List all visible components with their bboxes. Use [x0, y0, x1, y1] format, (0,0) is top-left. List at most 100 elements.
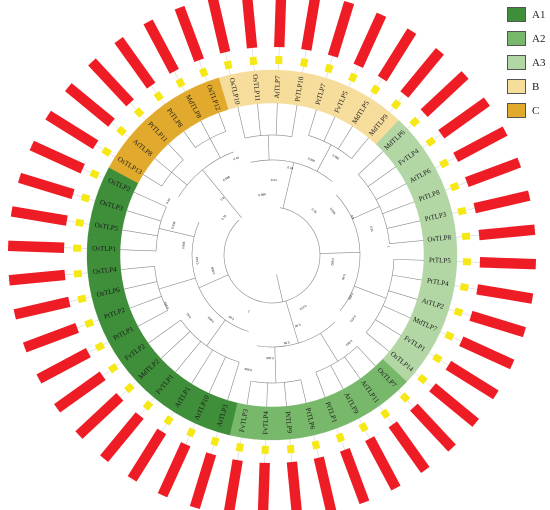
gene-structure-bar: [13, 296, 71, 320]
tree-branch: [191, 349, 213, 385]
motif-box: [94, 341, 106, 352]
motif-box: [101, 146, 112, 157]
gene-structure-bar: [223, 459, 243, 510]
bootstrap-value: 0.93: [228, 315, 235, 322]
bootstrap-value: 1: [247, 309, 250, 313]
tree-branch: [275, 103, 278, 136]
bootstrap-value: 0.46: [294, 323, 301, 329]
legend-item-a1: A1: [507, 3, 550, 27]
leaf-label: FvTLP3: [238, 408, 250, 433]
motif-box: [153, 90, 164, 102]
tree-branch: [209, 138, 221, 159]
legend-swatch-c: [507, 103, 526, 119]
bootstrap-value: 0.994: [307, 157, 316, 164]
tree-branch: [175, 341, 201, 373]
gene-structure-bar: [207, 0, 231, 54]
motif-box: [116, 125, 127, 137]
tree-branch: [237, 106, 246, 139]
tree-branch: [123, 281, 158, 290]
legend-swatch-a1: [507, 7, 526, 23]
tree-branch: [129, 296, 162, 309]
bootstrap-value: 0.9: [350, 214, 356, 220]
tree-branch: [200, 120, 211, 139]
motif-box: [459, 283, 469, 292]
tree-branch: [392, 274, 422, 281]
motif-box: [80, 193, 91, 203]
gene-structure-bar: [274, 0, 287, 48]
tree-branch: [354, 285, 387, 299]
motif-box: [417, 373, 428, 385]
tree-branch: [171, 172, 188, 186]
tree-branch: [246, 381, 252, 405]
bootstrap-value: 0.44: [233, 155, 240, 161]
bootstrap-value: 0.808: [210, 266, 216, 275]
gene-structure-bar: [353, 12, 387, 68]
leaf-label: FvTLP4: [261, 411, 270, 435]
tree-branch: [158, 277, 196, 290]
legend-swatch-a3: [507, 55, 526, 71]
gene-structure-bar: [100, 412, 144, 463]
tree-branch: [315, 371, 326, 398]
tree-branch: [159, 228, 195, 237]
bootstrap-value: 0.996: [258, 192, 266, 197]
gene-structure-bar: [114, 37, 156, 89]
gene-structure-bar: [241, 0, 258, 49]
gene-structure-bar: [459, 336, 515, 370]
gene-structure-bar: [45, 110, 99, 150]
gene-structure-bar: [478, 224, 536, 241]
tree-branch: [206, 319, 226, 347]
motif-box: [73, 269, 83, 278]
bootstrap-value: 0.982: [330, 258, 335, 266]
gene-structure-bar: [10, 206, 68, 226]
gene-structure-bar: [8, 269, 66, 286]
motif-box: [77, 294, 87, 304]
motif-box: [324, 63, 334, 74]
tree-branch: [154, 158, 172, 173]
tree-branch: [250, 379, 301, 384]
gene-structure-bar: [410, 403, 456, 452]
motif-box: [380, 408, 391, 420]
motif-box: [199, 67, 209, 78]
legend-swatch-b: [507, 79, 526, 95]
leaf-label: OsTLP8: [427, 233, 452, 243]
tree-branch: [337, 125, 353, 150]
motif-box: [84, 318, 95, 328]
gene-structure-bar: [286, 461, 303, 510]
tree-branch: [285, 300, 299, 344]
tree-branch: [386, 220, 421, 229]
gene-structure-bar: [476, 284, 534, 304]
motif-box: [438, 158, 450, 169]
motif-box: [124, 382, 135, 394]
leaf-label: OsTLP11: [251, 74, 262, 102]
tree-branch: [208, 356, 226, 394]
bootstrap-value: 0.76: [221, 214, 228, 221]
bootstrap-value: 0.31: [369, 226, 374, 233]
gene-structure-bar: [400, 47, 444, 98]
motif-box: [390, 99, 402, 110]
gene-structure-bar: [75, 393, 124, 439]
motif-box: [449, 182, 460, 192]
leaf-label: PtTLP4: [426, 277, 449, 289]
gene-structure-bar: [127, 428, 167, 482]
tree-branch: [300, 379, 307, 404]
leaf-label: OsTLP4: [93, 266, 118, 276]
legend-item-a3: A3: [507, 51, 550, 75]
bootstrap-value: 0.58: [283, 340, 290, 345]
tree-branch: [358, 151, 384, 175]
legend-label-c: C: [532, 104, 540, 117]
motif-box: [370, 84, 381, 95]
motif-box: [409, 116, 420, 128]
tree-branch: [142, 174, 162, 187]
motif-box: [210, 436, 220, 447]
tree-branch: [227, 362, 240, 401]
gene-structure-bar: [174, 5, 205, 62]
tree-branch: [388, 290, 418, 300]
tree-branch: [126, 210, 162, 222]
tree-branch: [202, 169, 242, 219]
motif-box: [249, 56, 258, 66]
bootstrap-value: 0.936: [329, 207, 337, 216]
motif-box: [72, 244, 82, 252]
gene-structure-bar: [143, 19, 179, 74]
gene-structure-bar: [339, 448, 370, 505]
bootstrap-value: 0.44: [165, 197, 171, 204]
